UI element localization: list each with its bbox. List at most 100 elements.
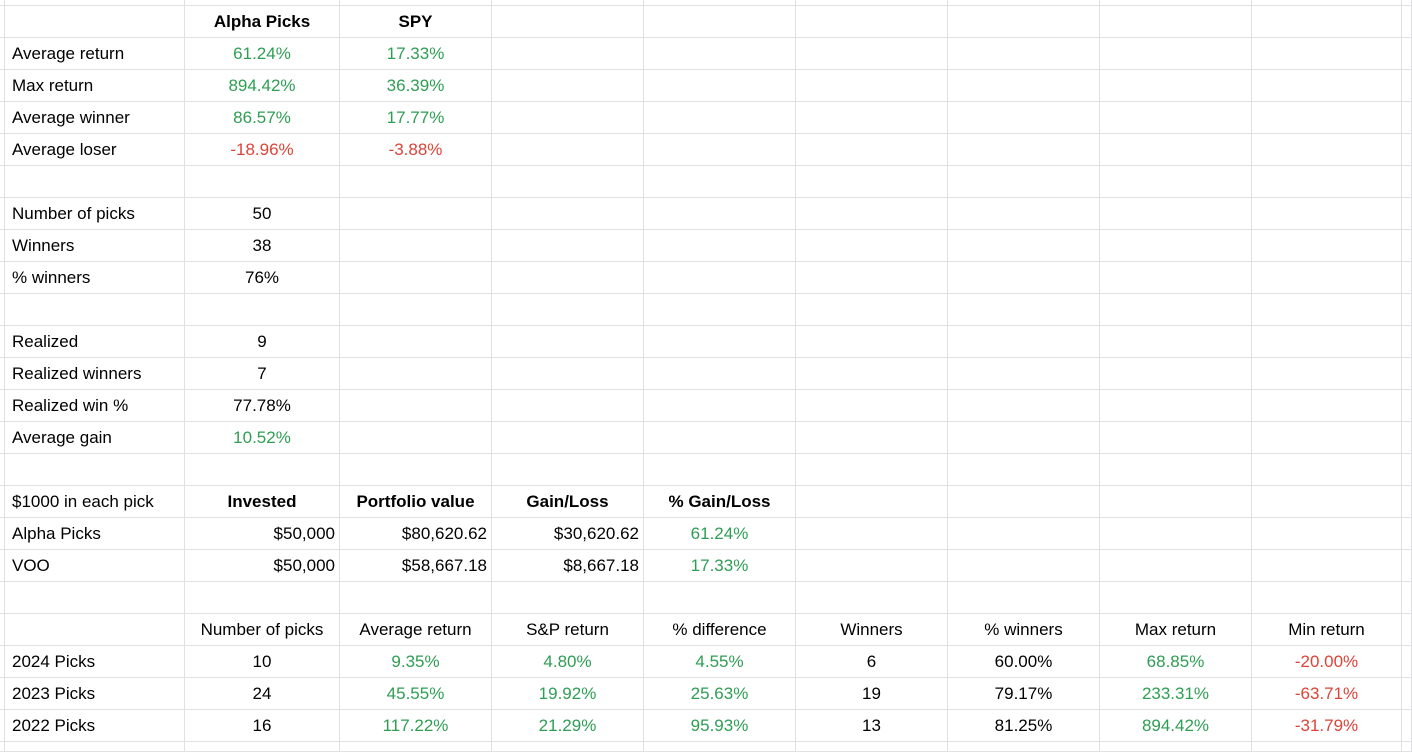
cell-r15-c5[interactable] bbox=[644, 454, 796, 486]
cell-r7-c1[interactable]: Number of picks bbox=[5, 198, 185, 230]
cell-r21-c5[interactable]: 4.55% bbox=[644, 646, 796, 678]
cell-r22-c6[interactable]: 19 bbox=[796, 678, 948, 710]
cell-r18-c5[interactable]: 17.33% bbox=[644, 550, 796, 582]
cell-r10-c4[interactable] bbox=[492, 294, 644, 326]
cell-r13-c3[interactable] bbox=[340, 390, 492, 422]
cell-r4-c5[interactable] bbox=[644, 102, 796, 134]
cell-r12-c0[interactable] bbox=[0, 358, 5, 390]
cell-r20-c2[interactable]: Number of picks bbox=[185, 614, 340, 646]
cell-r19-c9[interactable] bbox=[1252, 582, 1402, 614]
cell-r11-c10[interactable] bbox=[1402, 326, 1412, 358]
cell-r5-c4[interactable] bbox=[492, 134, 644, 166]
cell-r7-c0[interactable] bbox=[0, 198, 5, 230]
cell-r16-c8[interactable] bbox=[1100, 486, 1252, 518]
cell-r14-c7[interactable] bbox=[948, 422, 1100, 454]
cell-r18-c10[interactable] bbox=[1402, 550, 1412, 582]
cell-r9-c4[interactable] bbox=[492, 262, 644, 294]
cell-r11-c4[interactable] bbox=[492, 326, 644, 358]
cell-r1-c10[interactable] bbox=[1402, 6, 1412, 38]
cell-r17-c9[interactable] bbox=[1252, 518, 1402, 550]
cell-r13-c6[interactable] bbox=[796, 390, 948, 422]
cell-r21-c8[interactable]: 68.85% bbox=[1100, 646, 1252, 678]
cell-r9-c6[interactable] bbox=[796, 262, 948, 294]
cell-r21-c6[interactable]: 6 bbox=[796, 646, 948, 678]
cell-r23-c2[interactable]: 16 bbox=[185, 710, 340, 742]
cell-r7-c4[interactable] bbox=[492, 198, 644, 230]
cell-r21-c9[interactable]: -20.00% bbox=[1252, 646, 1402, 678]
cell-r7-c3[interactable] bbox=[340, 198, 492, 230]
cell-r18-c1[interactable]: VOO bbox=[5, 550, 185, 582]
cell-r13-c4[interactable] bbox=[492, 390, 644, 422]
cell-r23-c4[interactable]: 21.29% bbox=[492, 710, 644, 742]
cell-r16-c5[interactable]: % Gain/Loss bbox=[644, 486, 796, 518]
cell-r15-c1[interactable] bbox=[5, 454, 185, 486]
cell-r16-c4[interactable]: Gain/Loss bbox=[492, 486, 644, 518]
cell-r6-c8[interactable] bbox=[1100, 166, 1252, 198]
cell-r22-c4[interactable]: 19.92% bbox=[492, 678, 644, 710]
cell-r7-c6[interactable] bbox=[796, 198, 948, 230]
cell-r22-c7[interactable]: 79.17% bbox=[948, 678, 1100, 710]
cell-r3-c7[interactable] bbox=[948, 70, 1100, 102]
cell-r21-c7[interactable]: 60.00% bbox=[948, 646, 1100, 678]
cell-r15-c8[interactable] bbox=[1100, 454, 1252, 486]
cell-r12-c6[interactable] bbox=[796, 358, 948, 390]
cell-r18-c8[interactable] bbox=[1100, 550, 1252, 582]
cell-r8-c1[interactable]: Winners bbox=[5, 230, 185, 262]
cell-r14-c8[interactable] bbox=[1100, 422, 1252, 454]
cell-r12-c10[interactable] bbox=[1402, 358, 1412, 390]
cell-r11-c8[interactable] bbox=[1100, 326, 1252, 358]
cell-r14-c4[interactable] bbox=[492, 422, 644, 454]
cell-r2-c8[interactable] bbox=[1100, 38, 1252, 70]
cell-r8-c2[interactable]: 38 bbox=[185, 230, 340, 262]
cell-r7-c5[interactable] bbox=[644, 198, 796, 230]
cell-r13-c10[interactable] bbox=[1402, 390, 1412, 422]
cell-r8-c7[interactable] bbox=[948, 230, 1100, 262]
cell-r24-c5[interactable] bbox=[644, 742, 796, 752]
cell-r22-c8[interactable]: 233.31% bbox=[1100, 678, 1252, 710]
cell-r0-c8[interactable] bbox=[1100, 0, 1252, 6]
cell-r23-c0[interactable] bbox=[0, 710, 5, 742]
cell-r20-c10[interactable] bbox=[1402, 614, 1412, 646]
cell-r15-c9[interactable] bbox=[1252, 454, 1402, 486]
cell-r0-c1[interactable] bbox=[5, 0, 185, 6]
cell-r18-c9[interactable] bbox=[1252, 550, 1402, 582]
cell-r13-c1[interactable]: Realized win % bbox=[5, 390, 185, 422]
cell-r18-c3[interactable]: $58,667.18 bbox=[340, 550, 492, 582]
cell-r12-c3[interactable] bbox=[340, 358, 492, 390]
cell-r1-c2[interactable]: Alpha Picks bbox=[185, 6, 340, 38]
cell-r23-c1[interactable]: 2022 Picks bbox=[5, 710, 185, 742]
cell-r8-c6[interactable] bbox=[796, 230, 948, 262]
cell-r3-c3[interactable]: 36.39% bbox=[340, 70, 492, 102]
cell-r11-c5[interactable] bbox=[644, 326, 796, 358]
cell-r20-c0[interactable] bbox=[0, 614, 5, 646]
cell-r9-c10[interactable] bbox=[1402, 262, 1412, 294]
cell-r6-c9[interactable] bbox=[1252, 166, 1402, 198]
cell-r11-c1[interactable]: Realized bbox=[5, 326, 185, 358]
cell-r13-c5[interactable] bbox=[644, 390, 796, 422]
cell-r9-c2[interactable]: 76% bbox=[185, 262, 340, 294]
cell-r2-c0[interactable] bbox=[0, 38, 5, 70]
cell-r10-c1[interactable] bbox=[5, 294, 185, 326]
cell-r23-c10[interactable] bbox=[1402, 710, 1412, 742]
cell-r24-c10[interactable] bbox=[1402, 742, 1412, 752]
cell-r22-c0[interactable] bbox=[0, 678, 5, 710]
cell-r3-c6[interactable] bbox=[796, 70, 948, 102]
cell-r14-c6[interactable] bbox=[796, 422, 948, 454]
cell-r5-c3[interactable]: -3.88% bbox=[340, 134, 492, 166]
cell-r7-c8[interactable] bbox=[1100, 198, 1252, 230]
cell-r2-c1[interactable]: Average return bbox=[5, 38, 185, 70]
cell-r24-c1[interactable] bbox=[5, 742, 185, 752]
cell-r15-c4[interactable] bbox=[492, 454, 644, 486]
cell-r8-c3[interactable] bbox=[340, 230, 492, 262]
cell-r15-c2[interactable] bbox=[185, 454, 340, 486]
cell-r5-c1[interactable]: Average loser bbox=[5, 134, 185, 166]
cell-r8-c8[interactable] bbox=[1100, 230, 1252, 262]
cell-r20-c4[interactable]: S&P return bbox=[492, 614, 644, 646]
cell-r17-c3[interactable]: $80,620.62 bbox=[340, 518, 492, 550]
cell-r19-c8[interactable] bbox=[1100, 582, 1252, 614]
cell-r23-c6[interactable]: 13 bbox=[796, 710, 948, 742]
cell-r19-c1[interactable] bbox=[5, 582, 185, 614]
cell-r0-c3[interactable] bbox=[340, 0, 492, 6]
cell-r0-c0[interactable] bbox=[0, 0, 5, 6]
cell-r11-c0[interactable] bbox=[0, 326, 5, 358]
